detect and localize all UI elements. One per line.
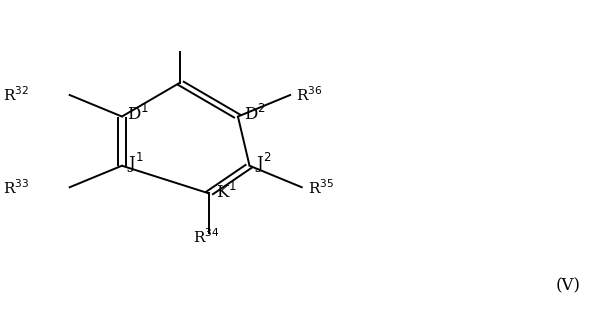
Text: J$^{1}$: J$^{1}$ [127, 151, 143, 175]
Text: R$^{33}$: R$^{33}$ [3, 178, 29, 197]
Text: D$^{2}$: D$^{2}$ [244, 103, 266, 124]
Text: (V): (V) [556, 277, 581, 294]
Text: R$^{34}$: R$^{34}$ [193, 227, 219, 246]
Text: R$^{35}$: R$^{35}$ [308, 178, 334, 197]
Text: R$^{32}$: R$^{32}$ [3, 86, 29, 104]
Text: D$^{1}$: D$^{1}$ [127, 103, 149, 124]
Text: K$^{1}$: K$^{1}$ [217, 182, 237, 202]
Text: R$^{36}$: R$^{36}$ [296, 86, 323, 104]
Text: J$^{2}$: J$^{2}$ [255, 151, 272, 175]
